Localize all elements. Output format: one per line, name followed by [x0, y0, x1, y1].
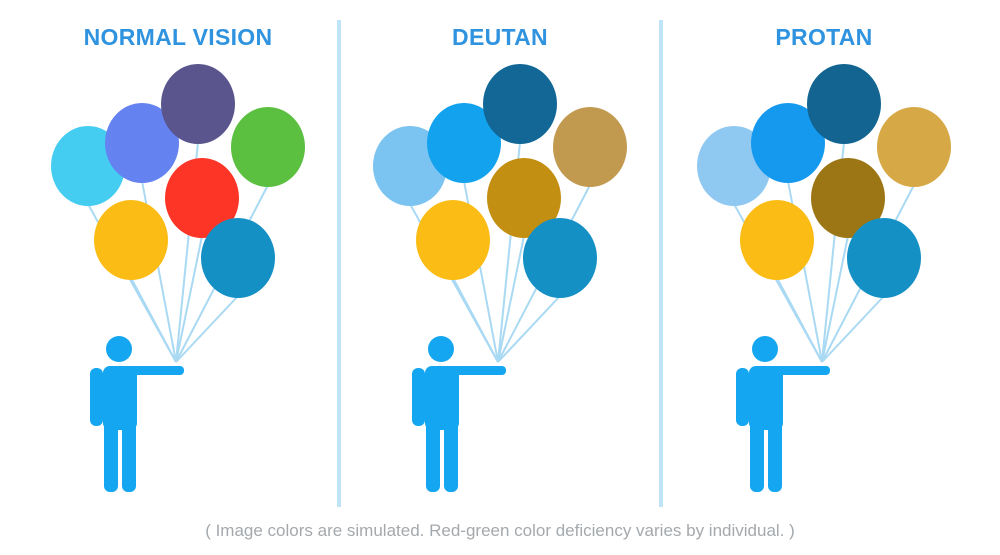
divider [659, 20, 663, 507]
person-leg-left [750, 418, 764, 492]
panel-title: DEUTAN [452, 24, 548, 50]
person-torso [749, 366, 783, 430]
balloon-green [231, 107, 305, 187]
panel-normal-vision: NORMAL VISION [18, 0, 338, 515]
person-torso [425, 366, 459, 430]
balloon-red [165, 158, 239, 238]
person-icon [90, 336, 184, 492]
person-head [106, 336, 132, 362]
balloon-teal [523, 218, 597, 298]
balloon-string [130, 277, 177, 363]
panel-protan: PROTAN [664, 0, 984, 515]
person-leg-left [104, 418, 118, 492]
balloon-string [776, 277, 823, 363]
balloon-string [175, 235, 203, 363]
person-arm-raised [448, 366, 506, 375]
balloon-red [487, 158, 561, 238]
balloon-periwinkle [105, 103, 179, 183]
caption: ( Image colors are simulated. Red-green … [205, 521, 795, 540]
person-leg-left [426, 418, 440, 492]
balloon-illustration [697, 64, 951, 492]
balloon-periwinkle [751, 103, 825, 183]
person-head [428, 336, 454, 362]
person-arm-down [90, 368, 103, 426]
person-icon [412, 336, 506, 492]
balloon-green [553, 107, 627, 187]
balloon-periwinkle [427, 103, 501, 183]
panel-title: NORMAL VISION [83, 24, 273, 50]
balloon-string [175, 295, 239, 363]
balloon-teal [201, 218, 275, 298]
balloon-string [821, 295, 885, 363]
balloon-navy [807, 64, 881, 144]
person-leg-right [768, 418, 782, 492]
balloon-navy [483, 64, 557, 144]
person-head [752, 336, 778, 362]
panel-deutan: DEUTAN [340, 0, 660, 515]
balloon-navy [161, 64, 235, 144]
person-arm-down [412, 368, 425, 426]
balloon-yellow [94, 200, 168, 280]
balloon-string [497, 295, 561, 363]
divider [337, 20, 341, 507]
balloon-string [821, 235, 849, 363]
balloon-string [452, 277, 499, 363]
person-arm-raised [126, 366, 184, 375]
balloon-red [811, 158, 885, 238]
person-arm-raised [772, 366, 830, 375]
balloon-illustration [51, 64, 305, 492]
balloon-yellow [740, 200, 814, 280]
person-leg-right [444, 418, 458, 492]
person-icon [736, 336, 830, 492]
person-leg-right [122, 418, 136, 492]
panel-title: PROTAN [775, 24, 873, 50]
balloon-string [497, 235, 525, 363]
balloon-illustration [373, 64, 627, 492]
balloon-yellow [416, 200, 490, 280]
person-torso [103, 366, 137, 430]
balloon-teal [847, 218, 921, 298]
balloon-green [877, 107, 951, 187]
person-arm-down [736, 368, 749, 426]
